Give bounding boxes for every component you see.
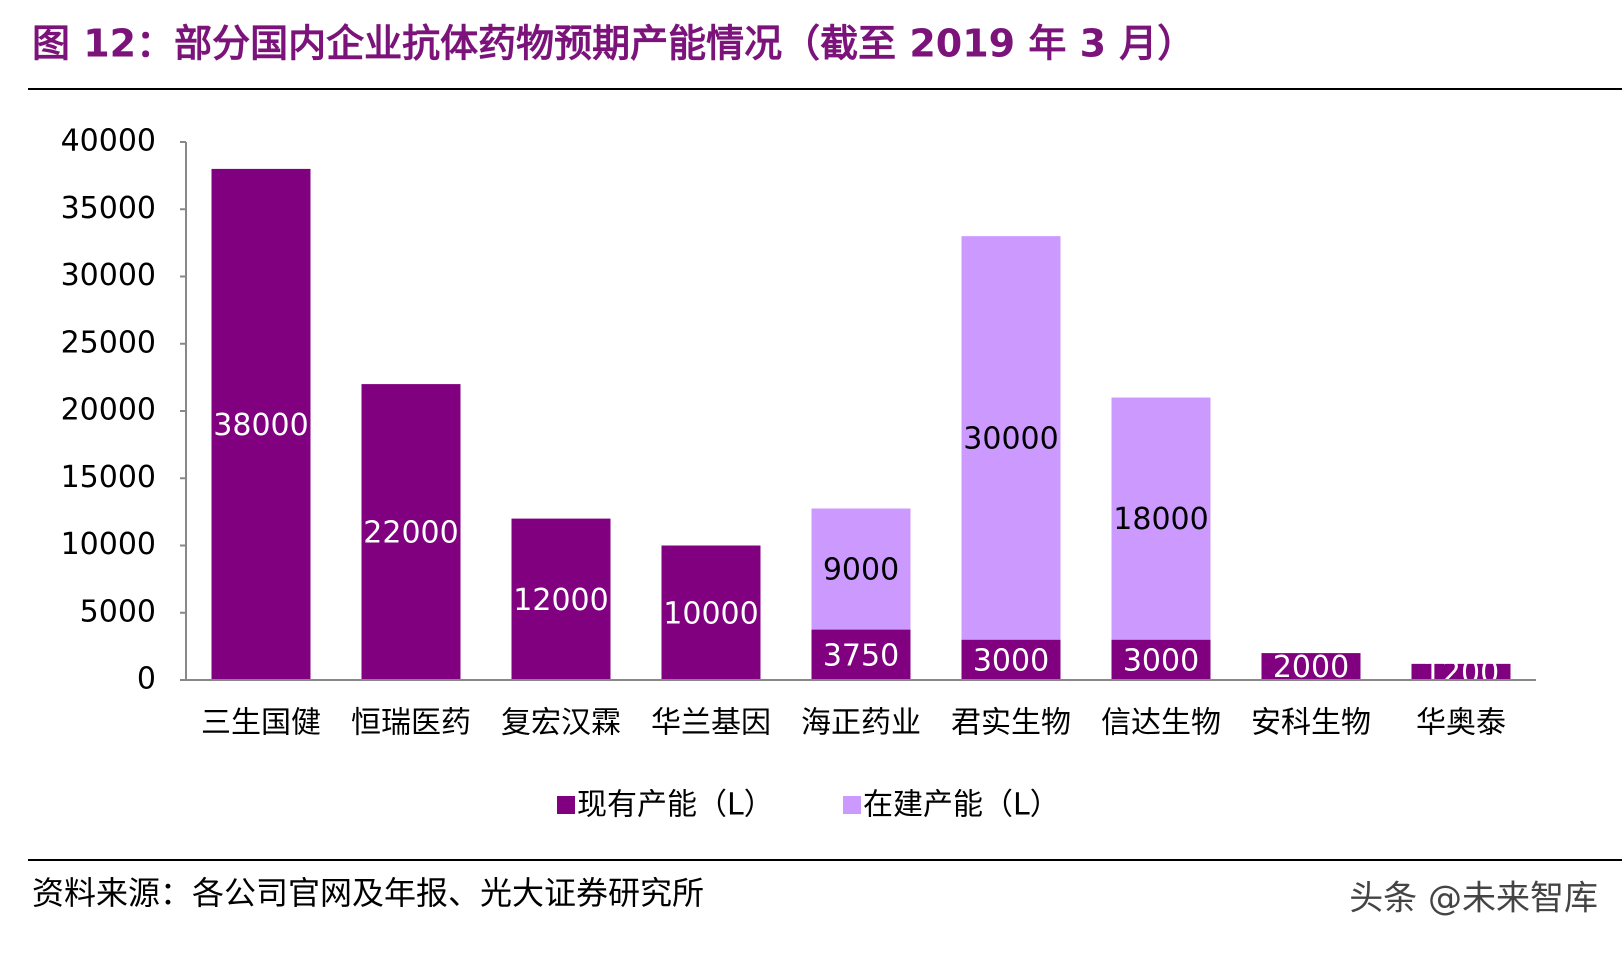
watermark: 头条 @未来智库 [1349, 879, 1598, 919]
x-tick-label: 海正药业 [801, 706, 921, 741]
bar [1411, 663, 1511, 680]
data-label: 12000 [513, 583, 608, 618]
x-tick-label: 君实生物 [951, 706, 1071, 741]
y-tick-label: 5000 [80, 594, 156, 629]
x-tick-label: 华兰基因 [651, 706, 771, 741]
x-tick-label: 恒瑞医药 [351, 706, 471, 741]
legend-label: 现有产能（L） [577, 788, 774, 823]
bar [811, 629, 911, 680]
bar [661, 545, 761, 680]
data-label: 38000 [213, 408, 308, 443]
data-label: 3000 [1123, 643, 1199, 678]
y-tick-label: 25000 [61, 325, 156, 360]
bar [961, 236, 1061, 640]
data-label: 9000 [823, 553, 899, 588]
y-tick-label: 30000 [61, 258, 156, 293]
y-tick-label: 15000 [61, 460, 156, 495]
x-tick-label: 安科生物 [1251, 706, 1371, 741]
y-tick-label: 40000 [61, 124, 156, 159]
data-label: 18000 [1113, 502, 1208, 537]
data-label: 22000 [363, 516, 458, 551]
bar [961, 639, 1061, 680]
x-tick-label: 三生国健 [201, 706, 321, 741]
bar [811, 508, 911, 630]
x-tick-label: 信达生物 [1101, 706, 1221, 741]
x-tick-label: 复宏汉霖 [501, 706, 621, 741]
data-label: 30000 [963, 421, 1058, 456]
bar [361, 384, 461, 680]
chart-title: 图 12：部分国内企业抗体药物预期产能情况（截至 2019 年 3 月） [32, 22, 1195, 66]
y-tick-label: 35000 [61, 191, 156, 226]
y-tick-label: 20000 [61, 393, 156, 428]
legend-swatch [843, 796, 861, 814]
bar [511, 518, 611, 680]
legend-swatch [557, 796, 575, 814]
y-tick-label: 0 [137, 662, 156, 697]
y-tick-label: 10000 [61, 527, 156, 562]
legend-label: 在建产能（L） [863, 788, 1060, 823]
data-label: 1200 [1423, 655, 1499, 690]
data-label: 3000 [973, 643, 1049, 678]
bar [211, 168, 311, 680]
source: 资料来源：各公司官网及年报、光大证券研究所 [32, 874, 704, 912]
bar [1111, 397, 1211, 640]
bar [1261, 653, 1361, 680]
bar [1111, 639, 1211, 680]
data-label: 10000 [663, 596, 758, 631]
x-tick-label: 华奥泰 [1416, 706, 1506, 741]
data-label: 3750 [823, 638, 899, 673]
